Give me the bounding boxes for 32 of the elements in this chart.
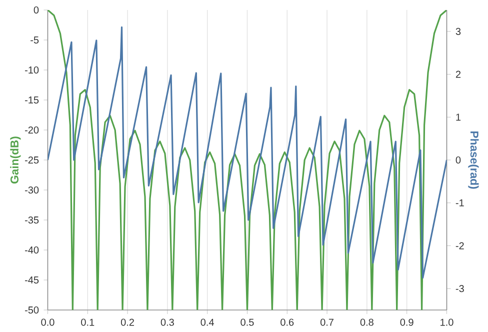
x-tick-label: 0.2 (120, 318, 134, 326)
x-tick-label: 0.0 (41, 318, 54, 326)
y-axis-title: Gain(dB) (10, 136, 21, 184)
y-tick-label: -15 (25, 96, 39, 104)
x-tick-label: 0.4 (200, 318, 214, 326)
y-tick-label: -25 (25, 156, 39, 164)
y2-axis-title: Phase(rad) (468, 131, 479, 189)
x-tick-label: 0.3 (160, 318, 174, 326)
y2-tick-label: 0 (456, 156, 461, 164)
y2-tick-label: 1 (456, 114, 461, 121)
y-tick-label: -5 (30, 36, 39, 44)
y2-tick-label: 2 (456, 70, 461, 78)
x-tick-label: 0.1 (81, 318, 94, 326)
y-tick-label: -45 (25, 276, 39, 284)
y-tick-label: -40 (25, 246, 39, 254)
y2-tick-label: -1 (456, 199, 464, 206)
x-tick-label: 0.8 (360, 318, 374, 326)
y-tick-label: 0 (34, 6, 39, 14)
x-tick-label: 0.5 (240, 318, 254, 326)
y2-tick-label: -2 (456, 242, 464, 250)
y-tick-label: -35 (25, 216, 39, 224)
x-tick-label: 0.6 (280, 318, 294, 326)
line-series (48, 26, 447, 279)
y-tick-label: -20 (25, 126, 39, 134)
y-tick-label: -50 (25, 306, 39, 314)
x-tick-label: 0.9 (400, 318, 414, 326)
x-tick-label: 0.7 (320, 318, 334, 326)
y-tick-label: -10 (25, 66, 39, 74)
y-tick-label: -30 (25, 186, 39, 194)
y2-tick-label: -3 (456, 285, 464, 292)
y2-tick-label: 3 (456, 28, 461, 35)
x-tick-label: 1.0 (440, 318, 454, 326)
